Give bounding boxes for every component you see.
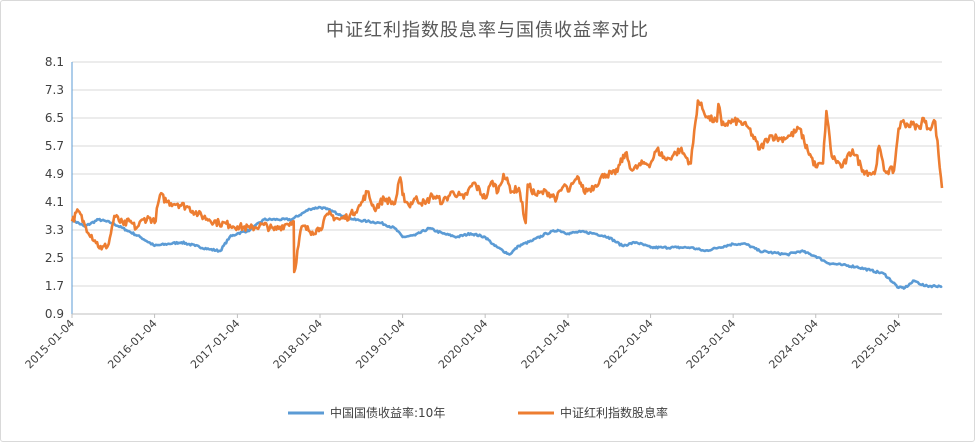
y-tick-label: 0.9 [45,307,64,321]
gridlines [72,61,942,315]
x-tick-label: 2015-01-04 [23,317,77,371]
legend-label: 中证红利指数股息率 [560,405,668,420]
x-tick-label: 2018-01-04 [271,317,325,371]
series-lines [70,99,944,290]
x-tick-label: 2020-01-04 [436,317,490,371]
x-tick-label: 2017-01-04 [188,317,242,371]
x-tick-label: 2021-01-04 [519,317,573,371]
y-tick-label: 2.5 [45,251,64,265]
y-axis: 0.9 1.7 2.5 3.3 4.1 4.9 5.7 6.5 7.3 8.1 [45,55,73,321]
x-tick-label: 2019-01-04 [353,317,407,371]
x-tick-label: 2023-01-04 [684,317,738,371]
series-line [70,205,943,290]
x-tick-label: 2022-01-04 [601,317,655,371]
x-axis: 2015-01-04 2016-01-04 2017-01-04 2018-01-04… [23,313,942,371]
legend-item: 中国国债收益率:10年 [288,405,445,420]
y-tick-label: 1.7 [45,279,64,293]
y-tick-label: 4.9 [45,167,64,181]
y-tick-label: 7.3 [45,83,64,97]
y-tick-label: 3.3 [45,223,64,237]
legend-label: 中国国债收益率:10年 [330,405,445,420]
y-tick-label: 8.1 [45,55,64,69]
y-tick-label: 6.5 [45,111,64,125]
y-tick-label: 5.7 [45,139,64,153]
legend: 中国国债收益率:10年 中证红利指数股息率 [288,405,668,420]
x-tick-label: 2024-01-04 [766,317,820,371]
chart-title: 中证红利指数股息率与国债收益率对比 [326,20,649,41]
legend-item: 中证红利指数股息率 [518,405,668,420]
x-tick-label: 2025-01-04 [849,317,903,371]
series-line [70,99,944,274]
x-tick-label: 2016-01-04 [105,317,159,371]
y-tick-label: 4.1 [45,195,64,209]
